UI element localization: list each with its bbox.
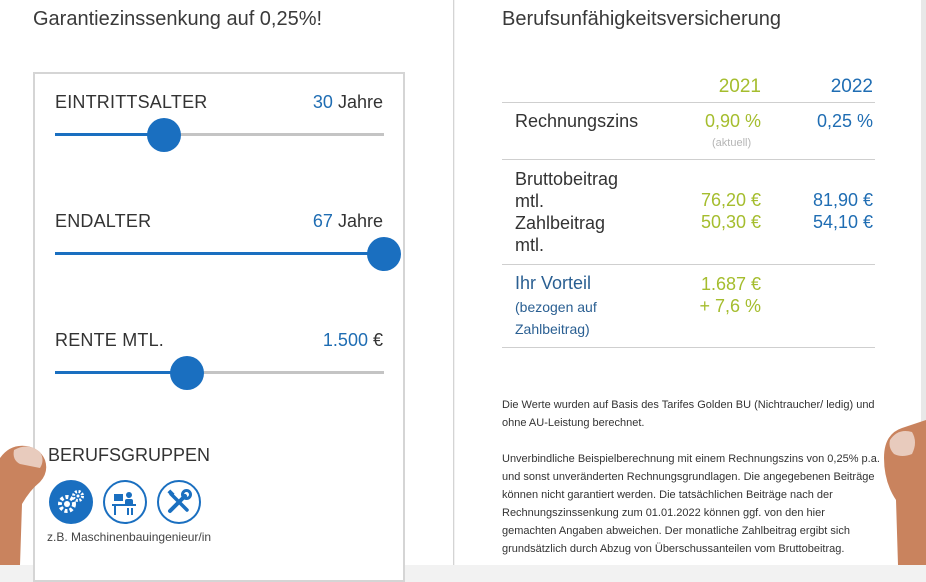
pension-value: 1.500 €: [323, 330, 383, 351]
advantage-label: Ihr Vorteil: [515, 273, 592, 293]
pension-label: RENTE MTL.: [55, 330, 165, 350]
advantage-subtitle: (bezogen auf Zahlbeitrag): [515, 299, 597, 337]
pension-number: 1.500: [322, 330, 368, 350]
entry-age-unit: Jahre: [337, 92, 383, 112]
current-note: (aktuell): [712, 137, 752, 149]
gross-premium-2021: 76,20 €: [700, 190, 761, 210]
table-divider: [502, 264, 875, 265]
left-hand-image: [0, 445, 47, 565]
end-age-slider-handle[interactable]: [367, 237, 401, 271]
entry-age-slider-handle[interactable]: [146, 118, 181, 152]
calculator-card: EINTRITTSALTER 30 Jahre ENDALTER 67 Jahr…: [33, 72, 405, 582]
end-age-number: 67: [312, 211, 333, 231]
right-hand-image: [884, 420, 926, 565]
entry-age-slider-fill: [55, 133, 164, 136]
net-premium-2021: 50,30 €: [700, 212, 761, 232]
desk-worker-icon[interactable]: [103, 480, 147, 524]
year-2022-header: 2022: [830, 76, 873, 97]
end-age-slider-fill: [55, 252, 384, 255]
end-age-unit: Jahre: [337, 211, 383, 231]
table-divider: [502, 347, 875, 348]
table-divider: [502, 159, 875, 160]
pension-slider[interactable]: [55, 356, 384, 390]
disclaimer-text: Unverbindliche Beispielberechnung mit ei…: [502, 453, 880, 555]
net-premium-2022: 54,10 €: [812, 212, 873, 232]
interest-rate-2021: 0,90 %: [704, 111, 761, 131]
entry-age-value: 30 Jahre: [313, 92, 383, 113]
tools-icon[interactable]: [157, 480, 201, 524]
results-panel: [455, 0, 921, 565]
entry-age-number: 30: [312, 92, 333, 112]
year-2021-header: 2021: [718, 76, 761, 97]
pension-slider-fill: [55, 371, 187, 374]
interest-rate-label: Rechnungszins: [515, 111, 639, 131]
job-group-caption: z.B. Maschinenbauingenieur/in: [47, 530, 212, 544]
table-divider: [502, 102, 875, 103]
net-premium-label-line2: mtl.: [515, 235, 544, 255]
advantage-percent: + 7,6 %: [699, 296, 761, 316]
gross-premium-label-line1: Bruttobeitrag: [515, 169, 619, 189]
pension-slider-handle[interactable]: [169, 356, 204, 390]
net-premium-label-line1: Zahlbeitrag: [515, 213, 606, 233]
calculator-heading: Garantiezinssenkung auf 0,25%!: [33, 8, 323, 30]
gross-premium-label: Bruttobeitrag mtl.: [515, 168, 618, 212]
end-age-label: ENDALTER: [55, 211, 152, 231]
calculation-basis-note: Die Werte wurden auf Basis des Tarifes G…: [502, 399, 875, 429]
gross-premium-2022: 81,90 €: [812, 190, 873, 210]
entry-age-slider[interactable]: [55, 118, 384, 152]
results-heading: Berufsunfähigkeitsversicherung: [502, 8, 782, 30]
job-groups-label: BERUFSGRUPPEN: [48, 445, 211, 465]
page-edge: [921, 0, 926, 565]
net-premium-label: Zahlbeitrag mtl.: [515, 212, 605, 256]
interest-rate-2022: 0,25 %: [816, 111, 873, 131]
pension-unit: €: [372, 330, 383, 350]
end-age-slider[interactable]: [55, 237, 401, 271]
gears-icon[interactable]: [49, 480, 93, 524]
entry-age-label: EINTRITTSALTER: [55, 92, 208, 112]
advantage-amount: 1.687 €: [700, 274, 761, 294]
gross-premium-label-line2: mtl.: [515, 191, 544, 211]
end-age-value: 67 Jahre: [313, 211, 383, 232]
